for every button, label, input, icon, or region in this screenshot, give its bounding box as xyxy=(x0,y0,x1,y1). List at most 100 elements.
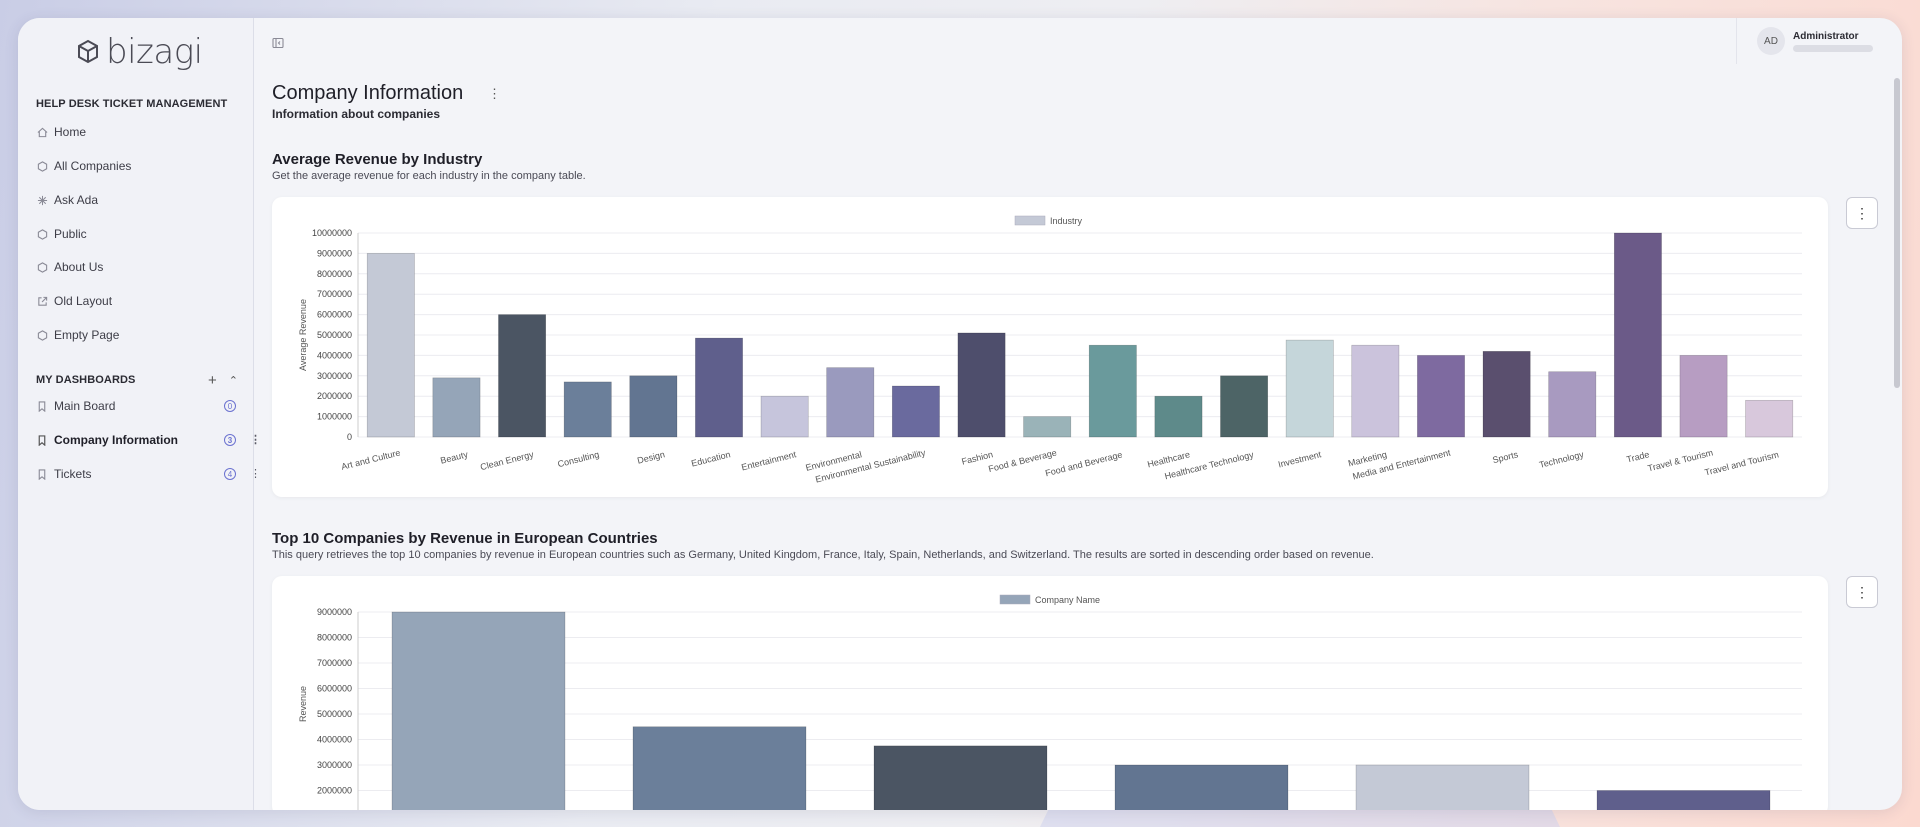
sidebar-item-empty-page[interactable]: Empty Page xyxy=(36,323,246,347)
count-badge: 3 xyxy=(224,434,236,446)
dashboard-item-tickets[interactable]: Tickets 4 ⋮ xyxy=(36,462,261,486)
bar xyxy=(632,726,807,810)
y-tick-label: 9000000 xyxy=(317,607,352,617)
bar xyxy=(891,385,940,438)
y-tick-label: 4000000 xyxy=(317,735,352,745)
widget-title: Top 10 Companies by Revenue in European … xyxy=(272,530,658,547)
x-tick-label: Trade xyxy=(1625,449,1650,464)
kebab-menu-icon[interactable]: ⋮ xyxy=(250,467,261,480)
hexagon-icon xyxy=(36,160,48,172)
bar xyxy=(1482,351,1531,438)
y-tick-label: 4000000 xyxy=(317,350,352,360)
sidebar-item-label: About Us xyxy=(54,260,104,274)
sidebar-item-all-companies[interactable]: All Companies xyxy=(36,154,246,178)
y-tick-label: 6000000 xyxy=(317,310,352,320)
page-subtitle: Information about companies xyxy=(272,107,441,121)
scrollbar[interactable] xyxy=(1894,78,1900,388)
page-kebab-icon[interactable]: ⋮ xyxy=(488,86,501,101)
chart-menu-button[interactable]: ⋮ xyxy=(1846,576,1878,608)
bar xyxy=(1351,344,1400,438)
x-tick-label: Education xyxy=(690,449,731,468)
bar xyxy=(1745,399,1794,438)
y-tick-label: 3000000 xyxy=(317,371,352,381)
sidebar-item-label: Old Layout xyxy=(54,294,113,308)
bar xyxy=(1596,790,1771,810)
bar xyxy=(1220,375,1269,438)
bar xyxy=(432,377,481,438)
y-tick-label: 9000000 xyxy=(317,248,352,258)
y-tick-label: 5000000 xyxy=(317,330,352,340)
sidebar-item-about-us[interactable]: About Us xyxy=(36,255,246,279)
y-tick-label: 7000000 xyxy=(317,658,352,668)
sidebar-item-home[interactable]: Home xyxy=(36,120,246,144)
user-name: Administrator xyxy=(1793,30,1859,42)
bar xyxy=(1679,355,1728,438)
x-tick-label: Art and Culture xyxy=(340,447,401,471)
hexagon-icon xyxy=(36,261,48,273)
widget-description: This query retrieves the top 10 companie… xyxy=(272,549,1374,561)
dashboard-item-label: Company Information xyxy=(54,433,179,447)
bar xyxy=(498,314,547,438)
bar xyxy=(826,367,875,438)
y-axis-label: Revenue xyxy=(298,686,308,722)
bar xyxy=(1355,764,1530,810)
x-tick-label: Sports xyxy=(1491,449,1519,465)
app-section-title: HELP DESK TICKET MANAGEMENT xyxy=(36,98,228,110)
sparkle-icon xyxy=(36,194,48,206)
dashboard-item-label: Tickets xyxy=(54,467,92,481)
user-menu[interactable]: AD Administrator xyxy=(1736,18,1902,64)
bookmark-icon xyxy=(36,468,48,480)
dashboard-item-company-information[interactable]: Company Information 3 ⋮ xyxy=(36,428,261,452)
sidebar-item-label: Ask Ada xyxy=(54,193,99,207)
collapse-sidebar-icon[interactable] xyxy=(272,36,286,50)
y-tick-label: 8000000 xyxy=(317,269,352,279)
y-tick-label: 3000000 xyxy=(317,760,352,770)
bar xyxy=(1088,344,1137,438)
external-link-icon xyxy=(36,295,48,307)
dashboards-section-title: MY DASHBOARDS xyxy=(36,374,136,386)
bar xyxy=(366,253,415,438)
bar xyxy=(1154,395,1203,438)
legend-swatch xyxy=(1014,215,1046,226)
count-badge: 0 xyxy=(224,400,236,412)
x-tick-label: Technology xyxy=(1538,449,1585,470)
dashboard-item-main-board[interactable]: Main Board 0 xyxy=(36,394,246,418)
bar-chart-industry: Industry 0 1000000 2000000 3000000 4000000 500… xyxy=(298,215,1802,485)
chevron-up-icon[interactable]: ⌃ xyxy=(228,375,238,387)
bar xyxy=(563,381,612,438)
kebab-menu-icon[interactable]: ⋮ xyxy=(250,433,261,446)
bizagi-logo[interactable]: bizagi xyxy=(76,32,203,72)
app-window: bizagi HELP DESK TICKET MANAGEMENT Home … xyxy=(18,18,1902,810)
x-tick-label: Clean Energy xyxy=(479,449,535,472)
bar xyxy=(873,745,1048,810)
bookmark-icon xyxy=(36,434,48,446)
sidebar-item-label: Public xyxy=(54,227,87,241)
sidebar-item-old-layout[interactable]: Old Layout xyxy=(36,289,246,313)
bar-chart-top-companies: Company Name 2000000 3000000 4000000 5000000… xyxy=(298,594,1802,810)
sidebar-item-ask-ada[interactable]: Ask Ada xyxy=(36,188,246,212)
x-tick-label: Investment xyxy=(1277,449,1323,469)
hexagon-icon xyxy=(36,329,48,341)
x-tick-label: Design xyxy=(636,449,666,465)
count-badge: 4 xyxy=(224,468,236,480)
y-tick-label: 7000000 xyxy=(317,289,352,299)
y-tick-label: 2000000 xyxy=(317,391,352,401)
widget-title: Average Revenue by Industry xyxy=(272,151,483,168)
avatar[interactable]: AD xyxy=(1757,27,1785,55)
bar xyxy=(629,375,678,438)
y-tick-label: 5000000 xyxy=(317,709,352,719)
page-title: Company Information xyxy=(272,82,464,104)
x-tick-label: Consulting xyxy=(557,449,601,469)
x-tick-label: Entertainment xyxy=(740,449,797,472)
bar xyxy=(1114,764,1289,810)
sidebar-item-label: Home xyxy=(54,125,87,139)
legend-label: Industry xyxy=(1050,216,1083,226)
home-icon xyxy=(36,126,48,138)
add-dashboard-icon[interactable]: + xyxy=(208,372,217,389)
sidebar-item-public[interactable]: Public xyxy=(36,222,246,246)
y-tick-label: 8000000 xyxy=(317,633,352,643)
chart-menu-button[interactable]: ⋮ xyxy=(1846,197,1878,229)
bookmark-icon xyxy=(36,400,48,412)
y-axis-label: Average Revenue xyxy=(298,299,308,371)
x-tick-label: Beauty xyxy=(439,449,469,466)
